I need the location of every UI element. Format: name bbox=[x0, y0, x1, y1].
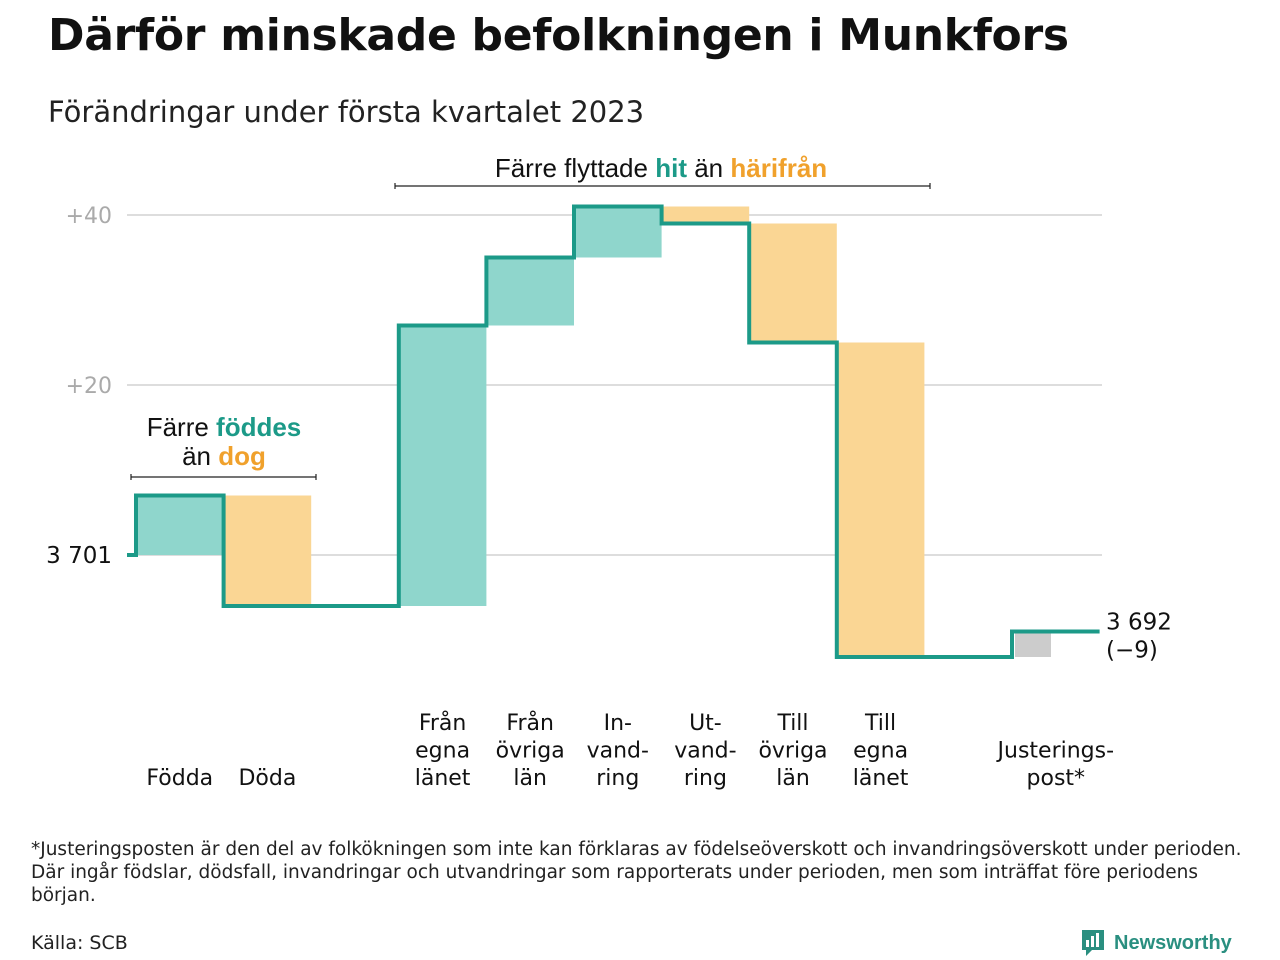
bar-negative bbox=[223, 495, 312, 606]
x-category-label: Från bbox=[419, 710, 467, 736]
bar-positive bbox=[136, 495, 224, 555]
x-category-label: Döda bbox=[238, 766, 296, 791]
x-category-label: egna bbox=[853, 739, 908, 764]
annotation-highlight-deaths: dog bbox=[218, 441, 266, 471]
chart-subtitle: Förändringar under första kvartalet 2023 bbox=[48, 95, 645, 129]
x-category-label: egna bbox=[415, 739, 470, 764]
x-category-label: län bbox=[513, 766, 547, 791]
chart-title: Därför minskade befolkningen i Munkfors bbox=[48, 10, 1069, 61]
bar-positive bbox=[486, 257, 574, 326]
x-category-label: länet bbox=[853, 766, 909, 791]
migration-annotation: Färre flyttade hit än härifrån bbox=[495, 153, 827, 183]
bar-negative bbox=[836, 342, 925, 657]
x-category-label: Till bbox=[864, 711, 896, 736]
annotation-text: än bbox=[182, 441, 218, 471]
x-category-label: Födda bbox=[146, 766, 213, 791]
x-category-label: vand- bbox=[587, 739, 649, 764]
bar-positive bbox=[398, 325, 487, 606]
footnote: *Justeringsposten är den del av folkökni… bbox=[31, 839, 1242, 906]
x-category-label: övriga bbox=[758, 739, 827, 764]
x-category-label: ring bbox=[684, 766, 727, 791]
bar-negative bbox=[749, 223, 837, 343]
x-category-label: övriga bbox=[496, 739, 565, 764]
annotation-highlight-in: hit bbox=[655, 153, 687, 183]
newsworthy-logo-icon bbox=[1082, 930, 1104, 956]
x-category-label: Från bbox=[506, 710, 554, 736]
end-value-label: 3 692 bbox=[1106, 610, 1172, 636]
annotation-text: än bbox=[687, 153, 730, 183]
x-category-label: ring bbox=[596, 766, 639, 791]
end-change-label: (−9) bbox=[1106, 638, 1158, 664]
cumulative-step-line bbox=[127, 204, 1100, 659]
start-value-label: 3 701 bbox=[46, 543, 112, 569]
x-category-label: Till bbox=[776, 711, 808, 736]
x-category-label: vand- bbox=[674, 739, 736, 764]
brand-name: Newsworthy bbox=[1114, 931, 1232, 954]
annotation-highlight-out: härifrån bbox=[730, 153, 827, 183]
x-category-label: Ut- bbox=[689, 711, 722, 736]
x-category-label: post* bbox=[1027, 766, 1086, 791]
migration-bracket bbox=[394, 183, 931, 189]
births-bracket bbox=[130, 474, 317, 480]
annotation-text: Färre bbox=[147, 412, 216, 442]
bar-adjustment bbox=[1015, 631, 1051, 657]
annotation-text: Färre flyttade bbox=[495, 153, 655, 183]
annotation-highlight-births: föddes bbox=[216, 412, 301, 442]
bar-negative bbox=[661, 206, 750, 224]
x-category-label: län bbox=[776, 766, 810, 791]
x-category-label: In- bbox=[604, 711, 632, 736]
x-category-label: länet bbox=[415, 766, 471, 791]
brand-logo: Newsworthy bbox=[1080, 928, 1232, 958]
y-tick-label: +40 bbox=[66, 204, 112, 229]
births-annotation-line2: än dog bbox=[182, 441, 266, 471]
bar-positive bbox=[574, 206, 662, 258]
x-category-label: Justerings- bbox=[996, 739, 1115, 764]
y-tick-label: +20 bbox=[66, 374, 112, 399]
source-label: Källa: SCB bbox=[31, 932, 128, 954]
births-annotation-line1: Färre föddes bbox=[147, 412, 302, 442]
